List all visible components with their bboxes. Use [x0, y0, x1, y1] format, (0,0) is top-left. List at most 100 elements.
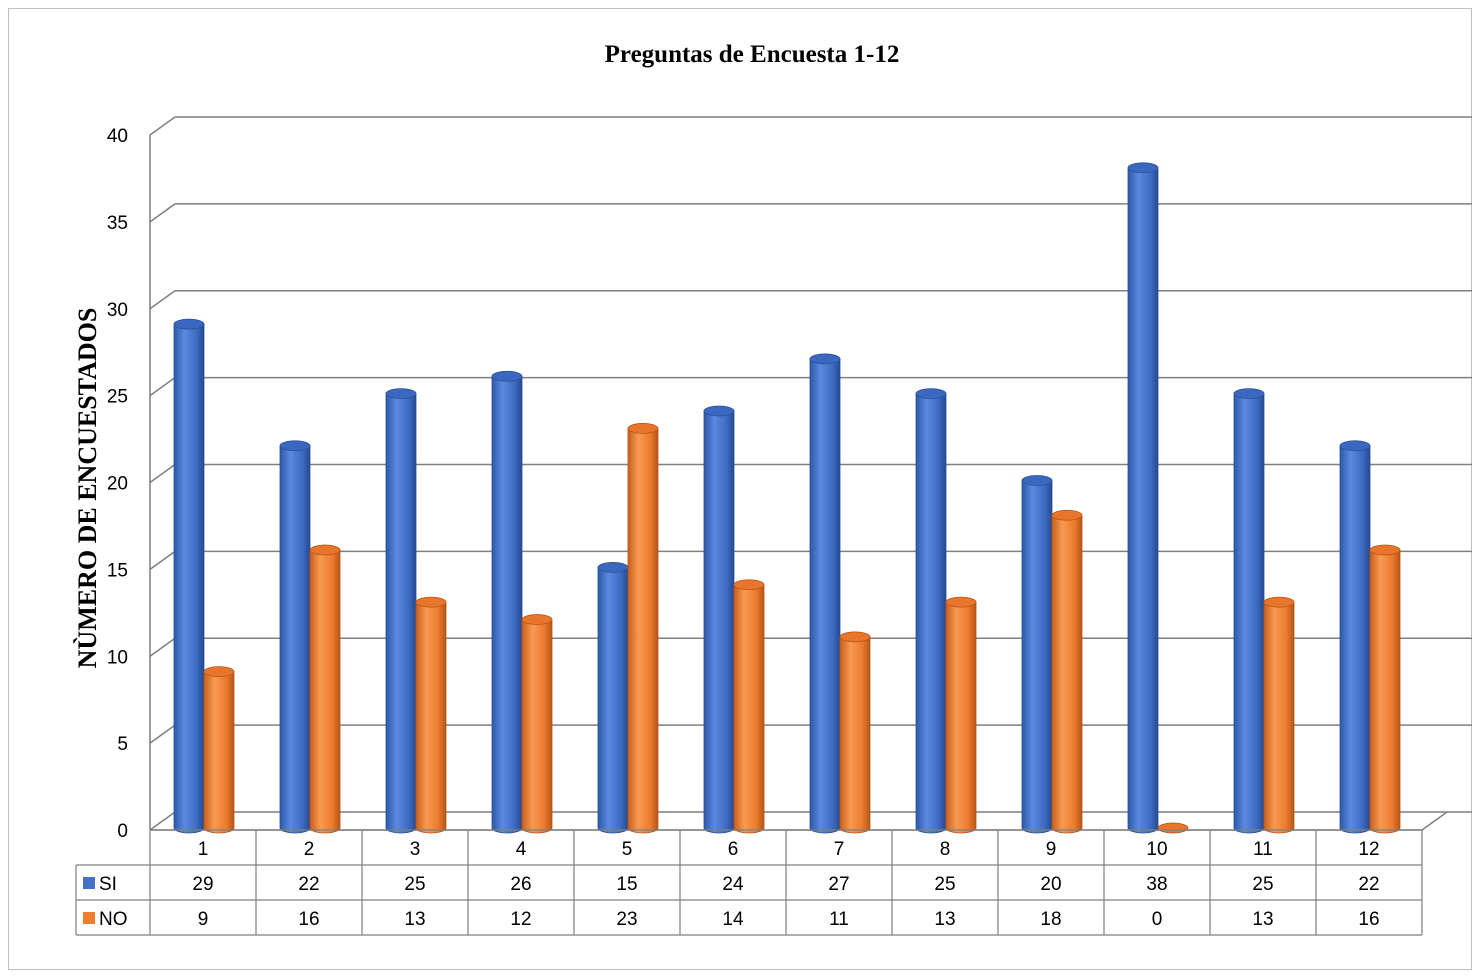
bar-SI-9: [1021, 475, 1053, 834]
data-label: 22: [1358, 874, 1379, 895]
x-tick-label: 1: [198, 839, 209, 860]
bar-cap: [173, 318, 205, 330]
bar-body: [309, 549, 341, 834]
data-label: 13: [934, 909, 955, 930]
x-tick-label: 5: [622, 839, 633, 860]
bar-cap: [1127, 162, 1159, 174]
x-tick-label: 4: [516, 839, 527, 860]
bars: [173, 162, 1401, 834]
bar-NO-9: [1051, 509, 1083, 834]
data-label: 12: [510, 909, 531, 930]
bar-SI-4: [491, 370, 523, 834]
bar-NO-12: [1369, 544, 1401, 834]
bar-body: [491, 375, 523, 834]
floor-edge-right: [1421, 811, 1448, 831]
bar-SI-10: [1127, 162, 1159, 834]
bar-body: [1233, 393, 1265, 834]
bar-body: [627, 427, 659, 834]
data-label: 27: [828, 874, 849, 895]
y-tick-label: 5: [117, 734, 128, 755]
bar-NO-4: [521, 614, 553, 834]
x-tick-label: 7: [834, 839, 845, 860]
gridline-diag: [149, 116, 176, 136]
data-label: 13: [1252, 909, 1273, 930]
bar-cap: [385, 388, 417, 400]
y-tick-label: 40: [107, 126, 128, 147]
x-tick-label: 6: [728, 839, 739, 860]
bar-body: [203, 671, 235, 834]
y-tick-label: 25: [107, 387, 128, 408]
data-label: 16: [298, 909, 319, 930]
bar-cap: [839, 631, 871, 643]
bar-body: [597, 566, 629, 834]
data-label: 25: [934, 874, 955, 895]
bar-NO-8: [945, 596, 977, 834]
data-label: 25: [404, 874, 425, 895]
bar-NO-3: [415, 596, 447, 834]
x-tick-label: 11: [1253, 839, 1273, 860]
data-label: 25: [1252, 874, 1273, 895]
bar-body: [945, 601, 977, 834]
bar-cap: [627, 422, 659, 434]
x-tick-label: 2: [304, 839, 315, 860]
bar-NO-10: [1157, 822, 1189, 834]
bar-cap: [491, 370, 523, 382]
bar-body: [1021, 480, 1053, 834]
y-tick-label: 10: [107, 647, 128, 668]
data-label: 38: [1146, 874, 1167, 895]
bar-SI-2: [279, 440, 311, 834]
data-label: 24: [722, 874, 744, 895]
chart-title: Preguntas de Encuesta 1-12: [605, 41, 900, 68]
bar-cap: [279, 440, 311, 452]
x-tick-label: 3: [410, 839, 421, 860]
legend-swatch-SI: [83, 877, 95, 889]
x-tick-label: 10: [1146, 839, 1167, 860]
bar-body: [1051, 514, 1083, 834]
bar-cap: [945, 596, 977, 608]
data-label: 22: [298, 874, 319, 895]
bar-SI-1: [173, 318, 205, 834]
data-label: 29: [192, 874, 213, 895]
x-tick-label: 9: [1046, 839, 1057, 860]
bar-cap: [703, 405, 735, 417]
data-label: 26: [510, 874, 531, 895]
bar-SI-7: [809, 353, 841, 834]
bar-cap: [309, 544, 341, 556]
bar-body: [809, 358, 841, 834]
bar-cap: [1157, 822, 1189, 834]
bar-NO-2: [309, 544, 341, 834]
data-label: 0: [1152, 909, 1163, 930]
data-label: 15: [616, 874, 637, 895]
bar-cap: [597, 561, 629, 573]
bar-SI-11: [1233, 388, 1265, 834]
legend-label-SI: SI: [99, 874, 117, 895]
y-tick-label: 20: [107, 474, 128, 495]
bar-SI-3: [385, 388, 417, 834]
data-label: 20: [1040, 874, 1061, 895]
x-tick-label: 8: [940, 839, 951, 860]
data-label: 11: [829, 909, 849, 930]
bar-cap: [1021, 475, 1053, 486]
bar-body: [385, 393, 417, 834]
bar-NO-5: [627, 422, 659, 834]
y-tick-label: 15: [107, 560, 128, 581]
bar-cap: [915, 388, 947, 400]
bar-NO-7: [839, 631, 871, 834]
y-axis-label: NÙMERO DE ENCUESTADOS: [73, 308, 102, 669]
data-label: 16: [1358, 909, 1379, 930]
bar-body: [1127, 167, 1159, 834]
bar-NO-6: [733, 579, 765, 834]
bar-body: [733, 584, 765, 834]
gridline-diag: [149, 724, 176, 744]
bar-cap: [203, 666, 235, 678]
gridline-diag: [149, 637, 176, 657]
bar-cap: [1263, 596, 1295, 608]
bar-cap: [809, 353, 841, 365]
data-label: 18: [1040, 909, 1061, 930]
gridline-diag: [149, 290, 176, 310]
bar-cap: [1339, 440, 1371, 452]
data-label: 23: [616, 909, 637, 930]
bar-body: [173, 323, 205, 834]
